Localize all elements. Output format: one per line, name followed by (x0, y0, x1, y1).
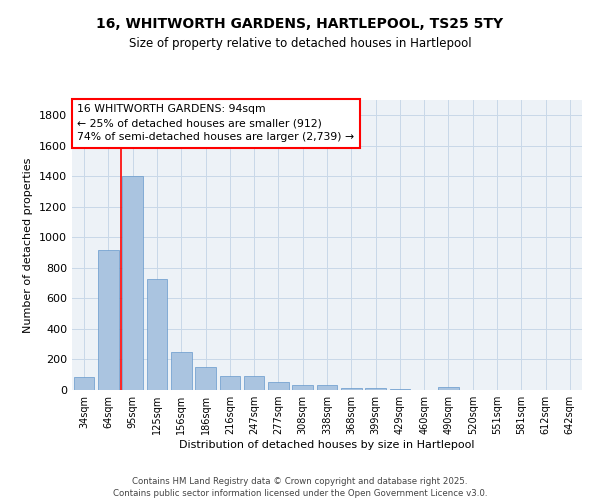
Bar (438, 387, 459, 390)
Text: 16, WHITWORTH GARDENS, HARTLEPOOL, TS25 5TY: 16, WHITWORTH GARDENS, HARTLEPOOL, TS25 … (97, 18, 503, 32)
Text: 16 WHITWORTH GARDENS: 94sqm
← 25% of detached houses are smaller (912)
74% of se: 16 WHITWORTH GARDENS: 94sqm ← 25% of det… (77, 104, 354, 142)
Bar (171, 352, 191, 390)
Text: Size of property relative to detached houses in Hartlepool: Size of property relative to detached ho… (128, 38, 472, 51)
Text: Contains HM Land Registry data © Crown copyright and database right 2025.
Contai: Contains HM Land Registry data © Crown c… (113, 476, 487, 498)
Bar (195, 367, 216, 390)
Bar (122, 176, 143, 390)
Bar (220, 376, 240, 390)
Bar (317, 386, 337, 390)
Bar (365, 388, 386, 390)
Bar (74, 377, 94, 390)
Bar (292, 384, 313, 390)
Bar (268, 382, 289, 390)
Bar (341, 388, 362, 390)
Bar (244, 376, 265, 390)
Bar (98, 250, 119, 390)
Y-axis label: Number of detached properties: Number of detached properties (23, 158, 34, 332)
X-axis label: Distribution of detached houses by size in Hartlepool: Distribution of detached houses by size … (179, 440, 475, 450)
Bar (389, 389, 410, 390)
Bar (146, 278, 167, 390)
